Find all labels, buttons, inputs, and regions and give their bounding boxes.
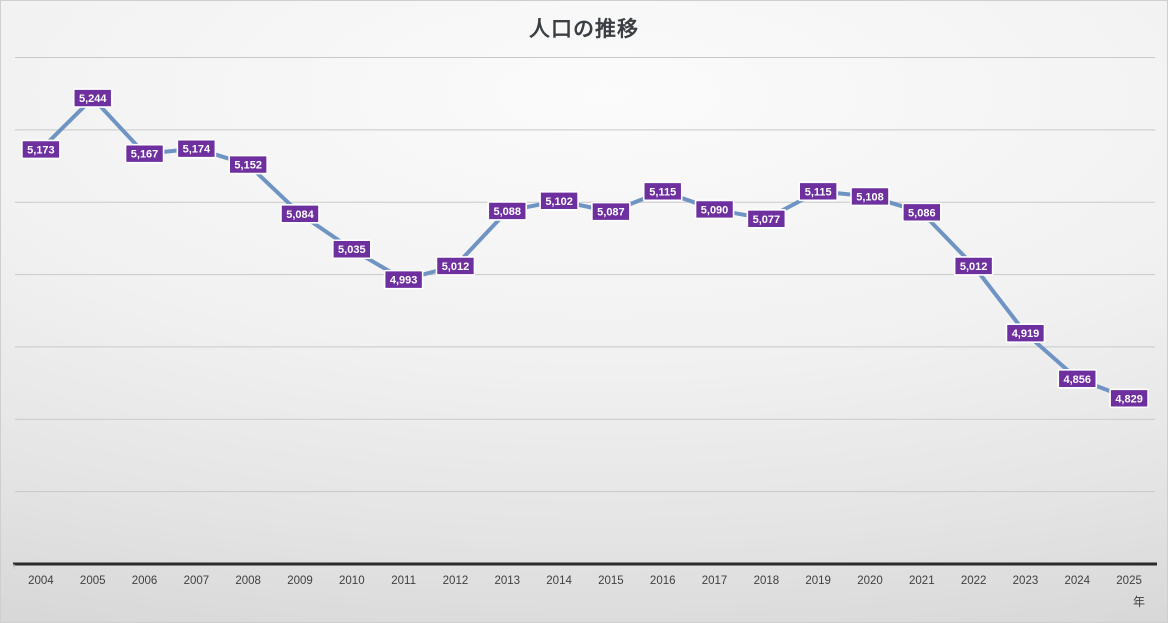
data-point-label: 5,102 [545, 196, 573, 208]
data-point-label: 5,035 [338, 244, 366, 256]
data-point-label: 5,012 [960, 261, 988, 273]
data-point-label-box [591, 201, 631, 222]
data-point-label: 5,152 [234, 160, 262, 172]
data-point-label: 4,919 [1012, 328, 1040, 340]
data-point-label-box [280, 203, 320, 224]
data-point-label-box [72, 88, 113, 108]
x-axis-tick-label: 2006 [132, 575, 158, 587]
x-axis-tick-label: 2009 [287, 575, 313, 587]
x-axis-tick-label: 2019 [805, 575, 831, 587]
x-axis-tick-label: 2011 [391, 575, 416, 587]
data-point-label-box [902, 202, 942, 223]
data-point-label: 5,012 [442, 261, 470, 273]
data-point-label-box [487, 201, 528, 221]
data-point-label-box [953, 256, 994, 276]
data-point-label: 5,115 [649, 186, 676, 198]
data-point-label: 5,244 [79, 93, 107, 105]
data-point-label-box [746, 209, 787, 229]
x-axis-tick-label: 2005 [80, 575, 106, 587]
x-axis-tick-label: 2025 [1116, 575, 1142, 587]
data-point-label-box [539, 190, 579, 211]
x-axis-tick-label: 2018 [754, 575, 780, 587]
data-point-label: 4,829 [1115, 393, 1143, 405]
data-point-label-box [435, 256, 476, 276]
x-axis-tick-label: 2010 [339, 575, 365, 587]
data-point-label: 5,077 [753, 214, 781, 226]
data-point-label: 4,856 [1064, 374, 1092, 386]
x-axis-tick-label: 2024 [1064, 575, 1090, 587]
data-point-label-box [21, 139, 61, 160]
data-point-label: 5,174 [183, 144, 211, 156]
x-axis-tick-label: 2008 [235, 575, 261, 587]
data-point-label-box [176, 138, 217, 159]
x-axis-tick-label: 2013 [494, 575, 520, 587]
data-point-label-box [332, 239, 372, 260]
data-point-label: 5,088 [494, 206, 522, 218]
data-point-label-box [694, 199, 735, 220]
x-axis-tick-label: 2007 [184, 575, 210, 587]
data-point-label: 5,086 [908, 207, 936, 219]
chart-title: 人口の推移 [529, 18, 639, 41]
data-point-label-box [228, 154, 268, 175]
x-axis-tick-label: 2022 [961, 575, 987, 587]
data-point-label: 5,115 [805, 186, 832, 198]
x-axis-tick-label: 2023 [1013, 575, 1039, 587]
x-axis-tick-label: 2015 [598, 575, 624, 587]
x-axis-tick-label: 2017 [702, 575, 728, 587]
data-point-label-box [124, 143, 165, 164]
series-line [38, 96, 1132, 401]
data-point-label-box [1109, 388, 1149, 409]
data-point-label-box [1005, 323, 1046, 343]
data-point-label: 4,993 [390, 275, 418, 287]
data-point-label-box [798, 181, 838, 202]
data-point-label: 5,173 [27, 144, 55, 156]
data-point-label: 5,108 [856, 191, 884, 203]
data-point-label: 5,084 [286, 209, 314, 221]
data-point-label: 5,087 [597, 207, 625, 219]
data-point-label-box [642, 181, 683, 202]
data-point-label-box [383, 269, 424, 290]
x-axis-tick-label: 2021 [909, 575, 935, 587]
data-point-label: 5,090 [701, 204, 729, 216]
x-axis-tick-label: 2020 [857, 575, 883, 587]
data-point-label-box [850, 186, 890, 207]
x-axis-tick-label: 2004 [28, 575, 54, 587]
data-point-label: 5,167 [131, 149, 159, 161]
data-point-label-box [1057, 368, 1098, 389]
x-axis-tick-label: 2012 [443, 575, 469, 587]
x-axis-unit-label: 年 [1132, 595, 1145, 609]
x-axis-tick-label: 2014 [546, 575, 572, 587]
x-axis-tick-label: 2016 [650, 575, 676, 587]
